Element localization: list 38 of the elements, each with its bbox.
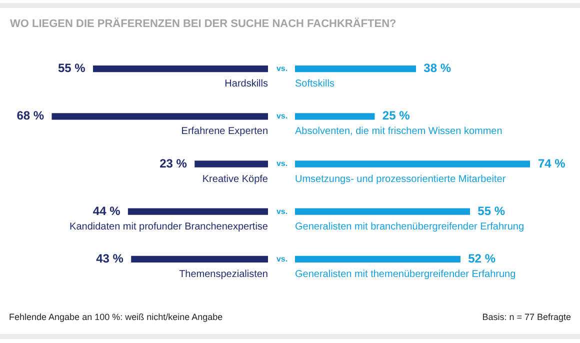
bar	[128, 208, 268, 215]
text: vs.	[276, 112, 288, 121]
text: vs.	[276, 64, 288, 74]
bar	[52, 113, 268, 120]
data-label: 23 %	[160, 156, 188, 170]
text: vs.	[276, 206, 288, 216]
data-label: 43 %	[96, 252, 124, 266]
data-label: 74 %	[538, 156, 566, 170]
data-label: 68 %	[16, 108, 44, 123]
text: Basis: n = 77 Befragte	[482, 312, 571, 322]
category-label: Kandidaten mit profunder Branchenexpertise	[70, 221, 268, 232]
data-label: 52 %	[468, 252, 496, 266]
category-label: Hardskills	[224, 78, 268, 90]
bar	[131, 256, 268, 263]
bar	[295, 65, 416, 72]
data-label: 44 %	[92, 204, 121, 218]
chart-title: WO LIEGEN DIE PRÄFERENZEN BEI DER SUCHE NACH FACHKRÄFTEN?	[10, 18, 396, 30]
category-label: Absolventen, die mit frischem Wissen kommen	[295, 126, 502, 138]
category-label: Umsetzungs- und prozessorientierte Mitarbeiter	[295, 174, 506, 185]
bar	[295, 160, 530, 168]
bar	[295, 113, 375, 120]
text: vs.	[276, 159, 288, 168]
bar	[194, 160, 268, 168]
category-label: Erfahrene Experten	[181, 126, 268, 138]
text: Fehlende Angabe an 100 %: weiß nicht/keine Angabe	[9, 312, 223, 322]
bar	[295, 208, 470, 215]
data-label: 55 %	[58, 61, 86, 76]
bar	[295, 256, 460, 263]
category-label: Kreative Köpfe	[202, 174, 268, 185]
data-label: 55 %	[478, 204, 506, 218]
data-label: 38 %	[424, 61, 452, 76]
category-label: Softskills	[295, 78, 334, 90]
data-label: 25 %	[382, 108, 410, 123]
text: vs.	[276, 254, 288, 264]
category-label: Generalisten mit branchenübergreifender Erfahrung	[295, 221, 524, 232]
category-label: Generalisten mit themenübergreifender Erfahrung	[295, 268, 516, 280]
bar	[93, 65, 268, 72]
category-label: Themenspezialisten	[179, 268, 268, 280]
